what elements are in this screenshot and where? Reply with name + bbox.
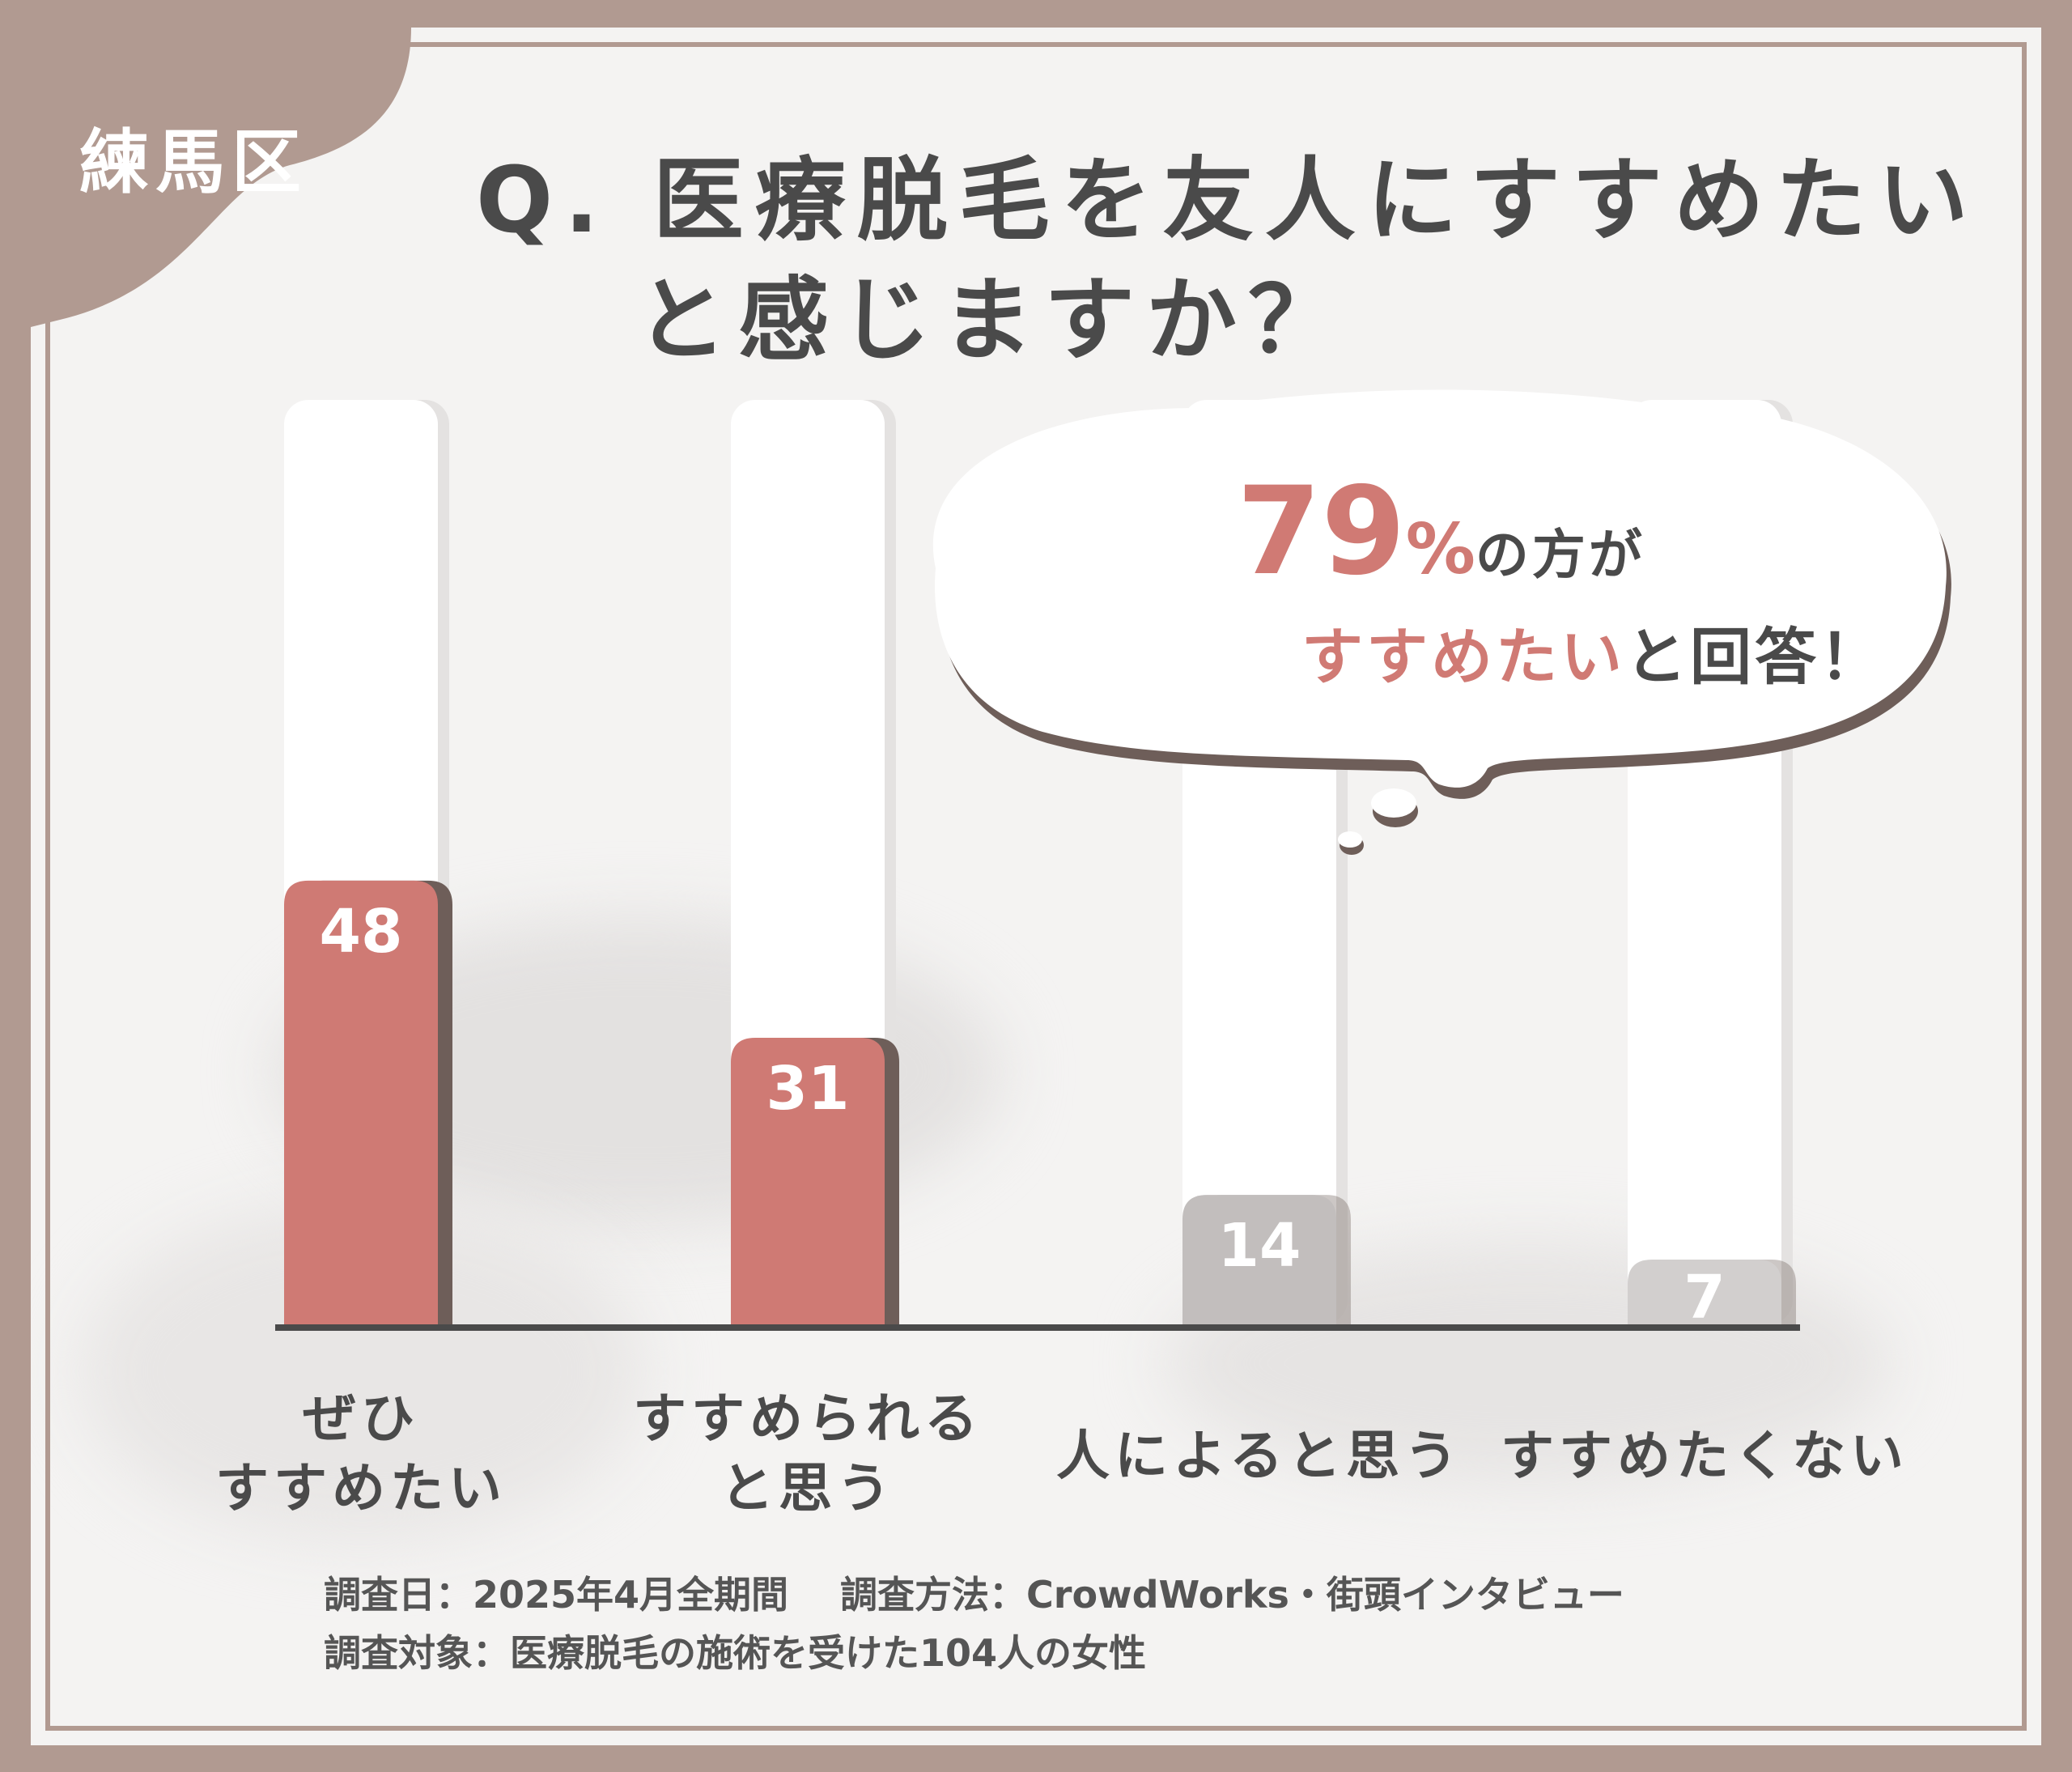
category-label: すすめられる と思う	[597, 1384, 1018, 1523]
survey-footer: 調査日：2025年4月全期間 調査方法：CrowdWorks・街頭インタビュー 調…	[324, 1566, 1624, 1682]
bar-value-label: 48	[319, 896, 403, 967]
bar	[731, 1037, 885, 1324]
bar-chart	[275, 389, 1951, 1331]
bar-value-label: 7	[1684, 1263, 1726, 1333]
bar	[1628, 1260, 1781, 1324]
title-line-1: Q. 医療脱毛を友人にすすめたい	[476, 148, 1980, 253]
footer-line-1: 調査日：2025年4月全期間 調査方法：CrowdWorks・街頭インタビュー	[324, 1566, 1624, 1624]
bar-value-label: 31	[766, 1053, 850, 1124]
category-label: 人によると思う	[1049, 1421, 1470, 1491]
category-label-line: と思う	[720, 1457, 895, 1519]
callout-line-2-rest: と回答！	[1625, 621, 1884, 693]
category-label-line: すすめたくない	[1501, 1425, 1909, 1487]
bar	[1182, 1195, 1336, 1324]
category-label: すすめたくない	[1494, 1421, 1915, 1491]
category-label-line: すすめたい	[215, 1457, 507, 1519]
category-label-line: すすめられる	[633, 1387, 983, 1450]
district-label: 練馬区	[79, 122, 308, 203]
chart-card: 練馬区 Q. 医療脱毛を友人にすすめたい と感じますか？ 48 31 14 7 ぜひす…	[31, 28, 2041, 1745]
bar	[284, 880, 438, 1324]
callout-line-1-rest: の方が	[1475, 524, 1645, 586]
survey-target: 調査対象：医療脱毛の施術を受けた104人の女性	[324, 1631, 1147, 1675]
category-label: ぜひ すすめたい	[151, 1384, 571, 1523]
survey-method: 調査方法：CrowdWorks・街頭インタビュー	[840, 1573, 1624, 1617]
callout-line-1: 79%の方が	[1237, 461, 1645, 602]
callout-number: 79	[1237, 461, 1406, 602]
chart-title: Q. 医療脱毛を友人にすすめたい と感じますか？	[476, 141, 2014, 380]
district-tab	[31, 28, 411, 327]
title-line-2: と感じますか？	[636, 268, 1350, 373]
category-label-line: 人によると思う	[1055, 1425, 1463, 1487]
callout-accent-text: すすめたい	[1301, 621, 1625, 693]
thought-bubble	[932, 389, 1951, 855]
category-label-line: ぜひ	[303, 1387, 419, 1450]
callout-percent: %	[1405, 509, 1475, 590]
bar-value-label: 14	[1217, 1211, 1301, 1281]
callout-line-2: すすめたいと回答！	[1301, 607, 1884, 696]
survey-date: 調査日：2025年4月全期間	[324, 1573, 789, 1617]
